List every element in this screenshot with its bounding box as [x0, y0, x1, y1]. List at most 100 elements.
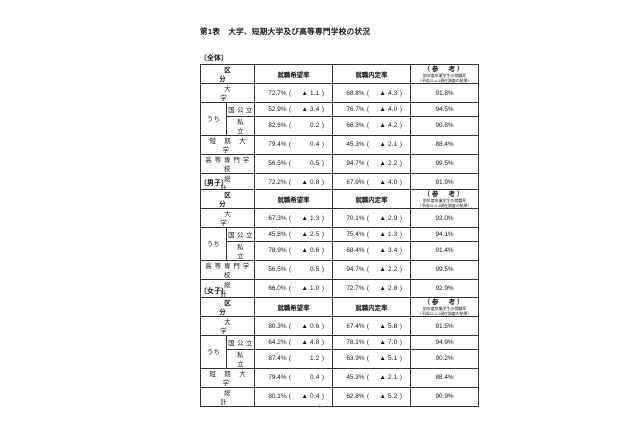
table-row: 私 立 78.9%(▲ 0.6) 68.4%(▲ 3.4) 91.4%	[201, 240, 479, 261]
paren-left: (	[288, 393, 292, 401]
delta-value: ▲ 2.8	[379, 285, 398, 293]
naitei-rate: 70.1%(▲ 2.9)	[333, 212, 410, 225]
table-header-row: 区 分就職希望率 就職内定率 （参 考） 前年度卒業学生の就職率 （平成22.4.1現在…	[200, 297, 479, 317]
delta-value: ▲ 1.1	[301, 89, 320, 97]
cell-kibou: 87.4%(1.2)	[254, 348, 333, 369]
kibou-rate: 52.9%(▲ 3.4)	[255, 103, 332, 116]
naitei-rate: 94.7%(▲ 2.2)	[333, 263, 410, 276]
cell-kibou: 45.8%(▲ 2.5)	[254, 227, 333, 242]
cell-kibou: 67.3%(▲ 1.3)	[254, 208, 333, 228]
table-container: 区 分就職希望率 就職内定率 （参 考） 前年度卒業学生の就職率 （平成22.4.1現在…	[200, 297, 479, 407]
paren-left: (	[366, 247, 370, 255]
cell-naitei: 78.1%(▲ 7.0)	[332, 335, 411, 350]
table-container: 区 分就職希望率 就職内定率 （参 考） 前年度卒業学生の就職率 （平成22.4.1現在…	[200, 189, 479, 299]
column-header-reference: （参 考） 前年度卒業学生の就職率 （平成22.4.1現在調査の結果）	[410, 64, 479, 84]
naitei-rate: 68.4%(▲ 3.4)	[333, 244, 410, 257]
kibou-rate: 66.0%(▲ 1.0)	[255, 282, 332, 295]
row-label-kokukouritsu: 国 公 立	[226, 335, 255, 350]
delta-value: ▲ 2.1	[379, 141, 398, 149]
paren-left: (	[288, 374, 292, 382]
paren-left: (	[288, 266, 292, 274]
section-label: 〔男子〕	[200, 180, 228, 187]
cell-kibou: 79.4%(0.4)	[254, 367, 333, 388]
cell-naitei: 67.4%(▲ 5.8)	[332, 316, 411, 336]
cell-kibou: 79.4%(0.4)	[254, 134, 333, 155]
table-row: 短 期 大 学 79.4%(0.4) 45.3%(▲ 2.1) 88.4%	[200, 367, 479, 388]
naitei-rate: 66.3%(▲ 4.2)	[333, 119, 410, 132]
cell-reference: 94.1%	[410, 227, 479, 242]
naitei-rate: 76.7%(▲ 4.0)	[333, 103, 410, 116]
kibou-rate: 87.4%(1.2)	[255, 352, 332, 365]
reference-note-1: 前年度卒業学生の就職率	[422, 72, 467, 78]
naitei-rate: 68.8%(▲ 4.3)	[333, 87, 410, 100]
column-header-kibou: 就職希望率	[254, 64, 333, 84]
cell-reference: 94.9%	[410, 335, 479, 350]
column-header-kubun: 区 分	[200, 297, 255, 317]
paren-left: (	[288, 285, 292, 293]
cell-reference: 91.8%	[410, 83, 479, 103]
kibou-rate: 67.3%(▲ 1.3)	[255, 212, 332, 225]
value: 82.6%	[268, 122, 287, 130]
column-header-kibou: 就職希望率	[254, 189, 333, 209]
cell-naitei: 66.3%(▲ 4.2)	[332, 115, 411, 136]
cell-reference: 94.5%	[410, 102, 479, 117]
page-number: 5	[318, 404, 322, 410]
table-row: 短 期 大 学 79.4%(0.4) 45.3%(▲ 2.1) 88.4%	[200, 134, 479, 155]
column-header-kibou: 就職希望率	[254, 297, 333, 317]
row-label-daigaku: 大 学	[200, 316, 259, 336]
section-zentai: 〔全体〕 区 分就職希望率 就職内定率 （参 考） 前年度卒業学生の就職率 （平成22.…	[200, 52, 479, 193]
value: 68.4%	[346, 247, 365, 255]
delta-value: ▲ 4.8	[301, 338, 320, 346]
row-label-daigaku: 大 学	[200, 83, 259, 103]
delta-value: ▲ 1.3	[301, 214, 320, 222]
paren-right: )	[399, 160, 403, 168]
cell-reference: 88.4%	[410, 134, 479, 155]
value: 52.9%	[268, 105, 287, 113]
paren-right: )	[321, 355, 325, 363]
cell-naitei: 45.3%(▲ 2.1)	[332, 367, 411, 388]
cell-kibou: 66.0%(▲ 1.0)	[254, 278, 333, 299]
paren-left: (	[366, 89, 370, 97]
paren-left: (	[366, 230, 370, 238]
paren-right: )	[321, 338, 325, 346]
cell-naitei: 75.4%(▲ 1.3)	[332, 227, 411, 242]
cell-kibou: 80.1%(▲ 0.4)	[254, 386, 333, 407]
kibou-rate: 79.4%(0.4)	[255, 138, 332, 151]
kibou-rate: 45.8%(▲ 2.5)	[255, 228, 332, 241]
paren-left: (	[288, 214, 292, 222]
naitei-rate: 78.1%(▲ 7.0)	[333, 336, 410, 349]
paren-left: (	[366, 338, 370, 346]
paren-right: )	[321, 247, 325, 255]
delta-value: ▲ 2.5	[301, 230, 320, 238]
delta-value: ▲ 2.9	[379, 214, 398, 222]
value: 68.8%	[346, 89, 365, 97]
value: 67.9%	[346, 179, 365, 187]
value: 64.2%	[268, 338, 287, 346]
value: 45.8%	[268, 230, 287, 238]
row-label-shiritsu: 私 立	[226, 348, 257, 369]
row-label-kousen: 高 等 専 門 学 校	[200, 259, 255, 280]
cell-reference: 92.9%	[410, 278, 479, 299]
cell-naitei: 72.7%(▲ 2.8)	[332, 278, 411, 299]
value: 72.7%	[346, 285, 365, 293]
paren-right: )	[399, 230, 403, 238]
delta-value: ▲ 2.2	[379, 266, 398, 274]
cell-naitei: 70.1%(▲ 2.9)	[332, 208, 411, 228]
kibou-rate: 72.7%(▲ 1.1)	[255, 87, 332, 100]
cell-kibou: 56.5%(0.5)	[254, 259, 333, 280]
naitei-rate: 67.9%(▲ 4.0)	[333, 176, 410, 189]
delta-value: ▲ 1.3	[379, 230, 398, 238]
row-label-kokukouritsu: 国 公 立	[226, 102, 255, 117]
paren-right: )	[399, 393, 403, 401]
delta-value: ▲ 2.2	[379, 160, 398, 168]
value: 94.7%	[346, 160, 365, 168]
cell-naitei: 45.3%(▲ 2.1)	[332, 134, 411, 155]
value: 79.4%	[268, 141, 287, 149]
paren-right: )	[321, 322, 325, 330]
naitei-rate: 67.4%(▲ 5.8)	[333, 320, 410, 333]
cell-kibou: 72.7%(▲ 1.1)	[254, 83, 333, 103]
cell-kibou: 52.9%(▲ 3.4)	[254, 102, 333, 117]
delta-value: ▲ 5.8	[379, 322, 398, 330]
column-header-naitei: 就職内定率	[332, 64, 411, 84]
kibou-rate: 78.9%(▲ 0.6)	[255, 244, 332, 257]
